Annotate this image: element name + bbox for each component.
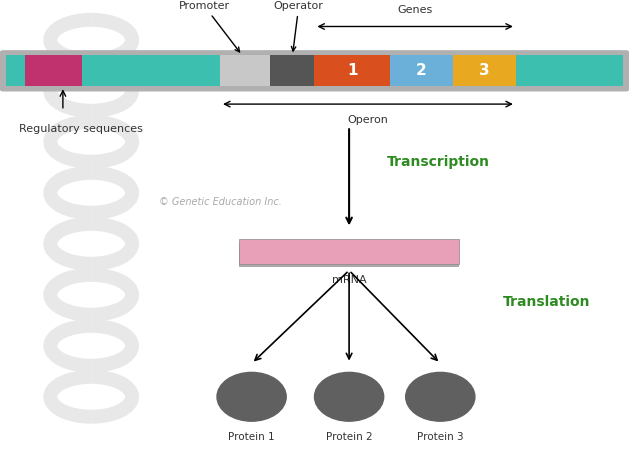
Text: Operon: Operon (348, 115, 388, 125)
Bar (516, 55, 623, 86)
Text: mRNA: mRNA (331, 275, 367, 285)
Text: Operator: Operator (274, 1, 324, 51)
FancyBboxPatch shape (0, 51, 629, 91)
Bar (239, 239, 459, 264)
Circle shape (314, 373, 384, 421)
Text: Regulatory sequences: Regulatory sequences (19, 124, 143, 134)
Circle shape (217, 373, 286, 421)
Bar (239, 243, 459, 267)
Text: Promoter: Promoter (179, 1, 240, 52)
Text: 1: 1 (347, 63, 357, 78)
Bar (390, 55, 453, 86)
Text: Genes: Genes (398, 5, 433, 15)
Text: Protein 3: Protein 3 (417, 432, 464, 442)
Text: Translation: Translation (503, 295, 591, 309)
Bar (314, 55, 390, 86)
Text: 2: 2 (416, 63, 427, 78)
Text: © Genetic Education Inc.: © Genetic Education Inc. (159, 197, 282, 207)
Text: Transcription: Transcription (387, 155, 490, 169)
Bar (270, 55, 314, 86)
Text: Protein 1: Protein 1 (228, 432, 275, 442)
Text: 3: 3 (479, 63, 489, 78)
Bar (453, 55, 516, 86)
Bar (25, 55, 82, 86)
Bar (82, 55, 220, 86)
Text: Protein 2: Protein 2 (326, 432, 372, 442)
Bar (220, 55, 270, 86)
Bar (6, 55, 25, 86)
Circle shape (406, 373, 475, 421)
